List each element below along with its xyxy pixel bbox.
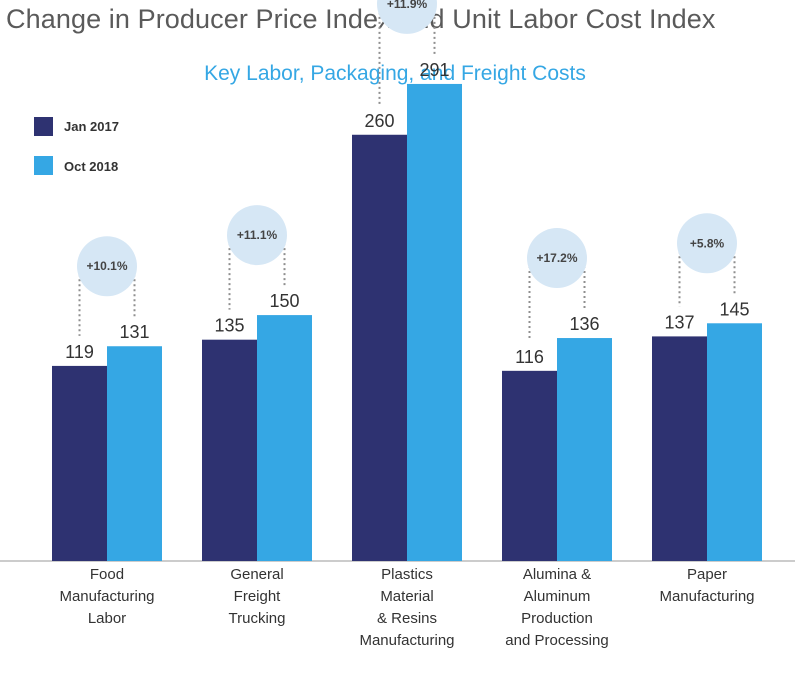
change-bubble	[677, 213, 737, 274]
bar-oct-2018	[557, 338, 612, 561]
change-label: +17.2%	[536, 251, 577, 265]
value-label-oct-2018: 150	[269, 291, 299, 311]
category-label: General Freight Trucking	[229, 566, 286, 627]
category-label: Food Manufacturing Labor	[59, 566, 154, 627]
value-label-oct-2018: 131	[119, 322, 149, 342]
bar-jan-2017	[202, 339, 257, 561]
chart-title: Change in Producer Price Index and Unit …	[6, 4, 716, 34]
value-label-oct-2018: 136	[569, 314, 599, 334]
bar-oct-2018	[407, 83, 462, 561]
change-label: +11.1%	[237, 228, 278, 242]
value-label-oct-2018: 291	[419, 60, 449, 80]
change-bubble	[227, 205, 287, 266]
plot-area: 119 131 +10.1% Food Manufacturing Labor 135 150…	[0, 0, 795, 649]
bar-oct-2018	[257, 315, 312, 561]
change-bubble	[527, 228, 587, 289]
bar-oct-2018	[107, 346, 162, 561]
legend-label-oct-2018: Oct 2018	[64, 159, 118, 174]
change-bubble	[377, 0, 437, 34]
value-label-oct-2018: 145	[719, 299, 749, 319]
change-label: +5.8%	[690, 236, 725, 250]
bar-jan-2017	[52, 365, 107, 561]
change-label: +10.1%	[86, 259, 127, 273]
change-label: +11.9%	[387, 0, 428, 11]
value-label-jan-2017: 137	[664, 312, 694, 332]
value-label-jan-2017: 260	[364, 111, 394, 131]
bar-jan-2017	[352, 134, 407, 561]
bar-oct-2018	[707, 323, 762, 561]
value-label-jan-2017: 116	[515, 347, 544, 367]
value-label-jan-2017: 119	[65, 342, 94, 362]
bar-jan-2017	[652, 336, 707, 561]
change-bubble	[77, 236, 137, 297]
category-label: Alumina & Aluminum Production and Processin…	[505, 566, 608, 649]
legend-swatch-oct-2018	[34, 156, 53, 175]
legend: Jan 2017 Oct 2018	[34, 117, 119, 175]
legend-swatch-jan-2017	[34, 117, 53, 136]
bar-jan-2017	[502, 370, 557, 561]
category-label: Paper Manufacturing	[659, 566, 754, 605]
chart-subtitle: Key Labor, Packaging, and Freight Costs	[204, 62, 586, 85]
category-label: Plastics Material & Resins Manufacturing	[359, 566, 454, 649]
value-label-jan-2017: 135	[214, 316, 244, 336]
legend-label-jan-2017: Jan 2017	[64, 119, 119, 134]
